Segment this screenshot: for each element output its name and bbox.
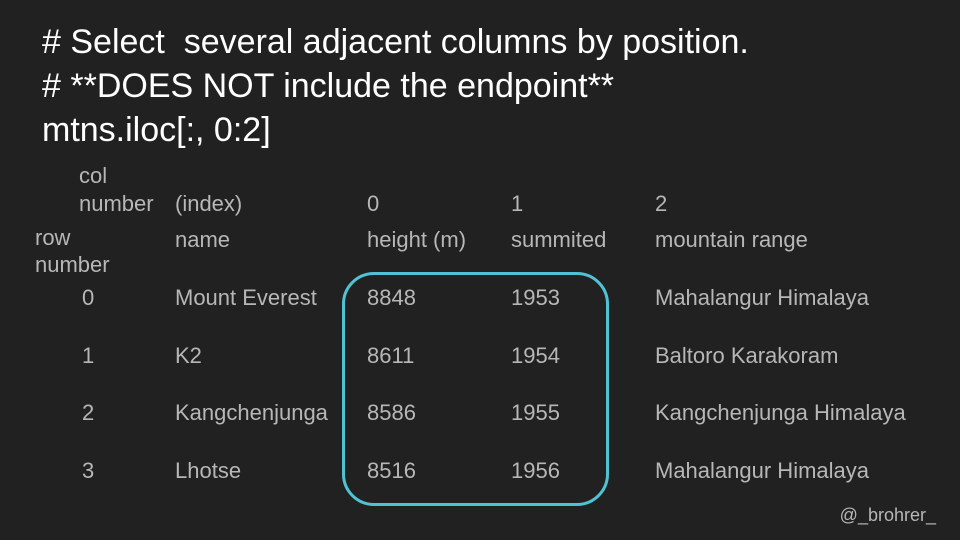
row-name: K2 [175, 343, 202, 368]
row-number: 2 [82, 400, 95, 425]
col-number-1: 1 [511, 191, 524, 216]
row-number: 3 [82, 458, 95, 483]
row-range: Baltoro Karakoram [655, 343, 839, 368]
column-header-summited: summited [511, 227, 607, 252]
index-label: (index) [175, 191, 243, 216]
col-number-2: 2 [655, 191, 668, 216]
author-credit: @_brohrer_ [839, 505, 936, 525]
code-comment-line-1: # Select several adjacent columns by pos… [42, 23, 749, 61]
row-summited: 1954 [511, 343, 560, 368]
column-header-range: mountain range [655, 227, 808, 252]
row-number: 0 [82, 285, 95, 310]
row-number: 1 [82, 343, 95, 368]
row-number-label-line2: number [35, 252, 110, 277]
row-summited: 1955 [511, 400, 560, 425]
row-name: Lhotse [175, 458, 242, 483]
row-range: Kangchenjunga Himalaya [655, 400, 906, 425]
row-summited: 1956 [511, 458, 560, 483]
selection-highlight-box [342, 272, 609, 506]
column-header-height: height (m) [367, 227, 467, 252]
col-number-label-line2: number [79, 191, 154, 216]
code-comment-line-2: # **DOES NOT include the endpoint** [42, 67, 615, 105]
row-range: Mahalangur Himalaya [655, 285, 869, 310]
row-name: Mount Everest [175, 285, 317, 310]
row-name: Kangchenjunga [175, 400, 328, 425]
row-summited: 1953 [511, 285, 560, 310]
row-range: Mahalangur Himalaya [655, 458, 869, 483]
row-height: 8516 [367, 458, 416, 483]
col-number-label-line1: col [79, 163, 108, 188]
row-height: 8586 [367, 400, 416, 425]
col-number-0: 0 [367, 191, 380, 216]
code-block: # Select several adjacent columns by pos… [42, 20, 749, 152]
code-statement: mtns.iloc[:, 0:2] [42, 111, 271, 149]
index-header: name [175, 227, 231, 252]
row-height: 8611 [367, 343, 415, 368]
row-height: 8848 [367, 285, 416, 310]
row-number-label-line1: row [35, 225, 71, 250]
